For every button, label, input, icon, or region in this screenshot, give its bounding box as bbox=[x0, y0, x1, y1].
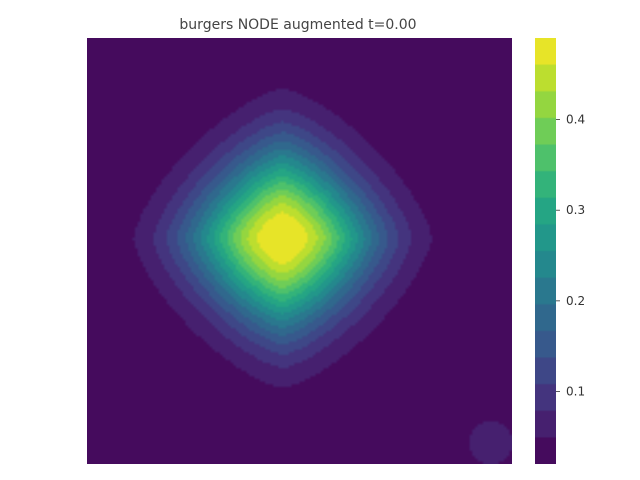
heatmap-plot-area bbox=[87, 38, 512, 464]
heatmap-image bbox=[87, 38, 512, 464]
colorbar-tick-label: 0.4 bbox=[566, 113, 585, 127]
colorbar-tick-label: 0.1 bbox=[566, 384, 585, 398]
colorbar-gradient bbox=[535, 38, 556, 464]
colorbar-tick-label: 0.2 bbox=[566, 294, 585, 308]
colorbar: 0.1 0.2 0.3 0.4 bbox=[535, 38, 585, 464]
chart-title: burgers NODE augmented t=0.00 bbox=[179, 17, 416, 33]
colorbar-tick-label: 0.3 bbox=[566, 203, 585, 217]
colorbar-ticks: 0.1 0.2 0.3 0.4 bbox=[556, 113, 585, 398]
